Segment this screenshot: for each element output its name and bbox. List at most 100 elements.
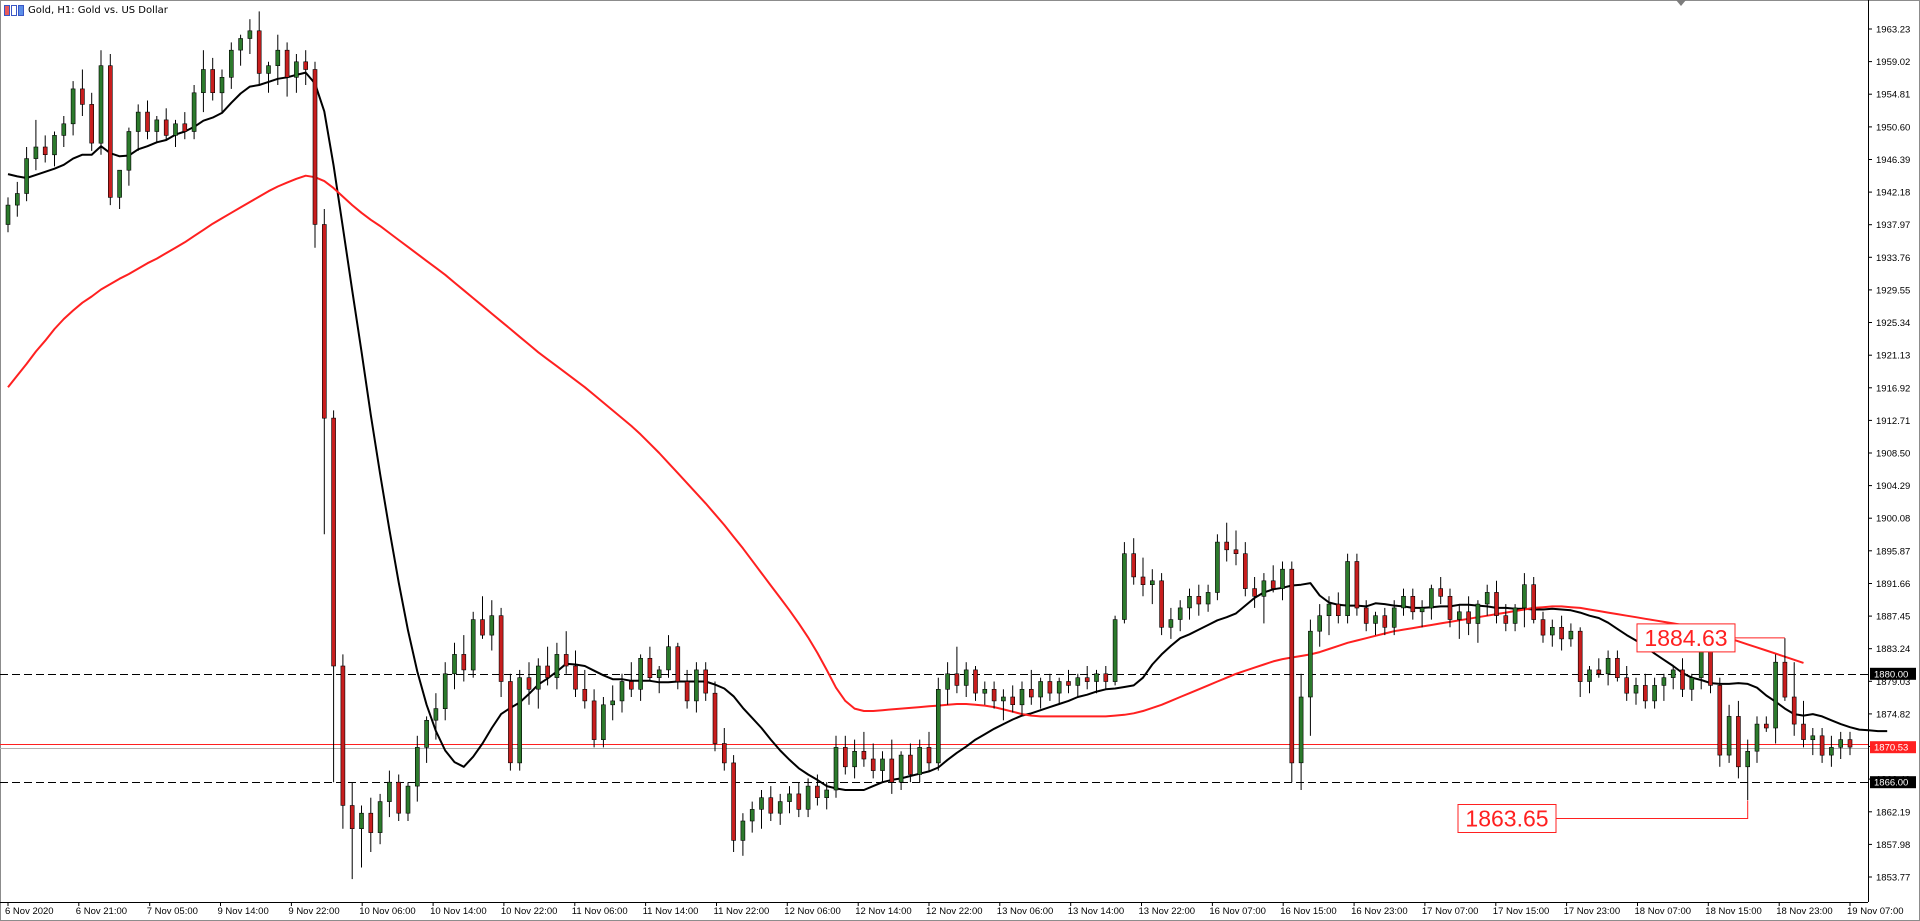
x-tick-label: 17 Nov 07:00 bbox=[1422, 906, 1479, 917]
candle bbox=[926, 731, 932, 771]
candle-body bbox=[1168, 619, 1174, 628]
candle-body bbox=[963, 669, 969, 686]
x-tick-label: 10 Nov 14:00 bbox=[430, 906, 487, 917]
candle bbox=[201, 50, 206, 113]
candle bbox=[694, 662, 699, 713]
candle-body bbox=[480, 619, 485, 636]
candle bbox=[498, 607, 504, 697]
candle-body bbox=[935, 688, 941, 764]
y-tick-label: 1908.50 bbox=[1876, 449, 1910, 460]
candle-body bbox=[1363, 607, 1369, 624]
x-tick-label: 16 Nov 07:00 bbox=[1209, 906, 1266, 917]
candle bbox=[1010, 685, 1016, 713]
candle bbox=[1540, 611, 1546, 643]
candle bbox=[1801, 700, 1806, 748]
candle bbox=[1094, 669, 1099, 694]
candle-body bbox=[1494, 592, 1499, 616]
candle-body bbox=[573, 665, 578, 690]
candle bbox=[982, 681, 988, 705]
candle-body bbox=[582, 688, 588, 702]
x-tick-label: 13 Nov 22:00 bbox=[1139, 906, 1196, 917]
x-tick-label: 18 Nov 23:00 bbox=[1776, 906, 1833, 917]
candle-body bbox=[1624, 677, 1629, 694]
candle-body bbox=[777, 801, 783, 814]
candle bbox=[70, 81, 76, 136]
candle bbox=[712, 681, 718, 752]
candle-body bbox=[5, 204, 11, 225]
candle bbox=[461, 635, 467, 682]
annotation-label-high: 1884.63 bbox=[1644, 625, 1727, 651]
candle-body bbox=[1075, 677, 1081, 686]
candle-body bbox=[303, 61, 309, 70]
candle bbox=[24, 147, 29, 202]
candle-body bbox=[1410, 595, 1416, 613]
candle-body bbox=[1801, 723, 1806, 740]
price-badge bbox=[1870, 741, 1916, 754]
candle bbox=[1736, 700, 1741, 779]
annotation-box[interactable] bbox=[1457, 804, 1557, 833]
candle-body bbox=[684, 681, 690, 702]
candle-body bbox=[201, 69, 206, 94]
candle-body bbox=[1159, 580, 1164, 628]
candle bbox=[1298, 673, 1304, 790]
candle-body bbox=[1550, 626, 1555, 636]
candle-body bbox=[1373, 615, 1378, 624]
candle bbox=[610, 685, 616, 721]
candle-body bbox=[15, 193, 20, 206]
candle-body bbox=[852, 750, 857, 768]
candle bbox=[1624, 666, 1629, 701]
candle-body bbox=[1522, 584, 1527, 609]
candle-body bbox=[1419, 607, 1425, 613]
candle bbox=[1457, 604, 1462, 639]
candle bbox=[1224, 522, 1229, 562]
candle-body bbox=[880, 758, 885, 771]
candle bbox=[908, 743, 913, 783]
candle bbox=[452, 642, 457, 690]
candle-body bbox=[284, 49, 290, 78]
annotation-box[interactable] bbox=[1636, 623, 1736, 653]
candle bbox=[563, 631, 569, 674]
candle-body bbox=[1661, 677, 1667, 686]
chart-title: Gold, H1: Gold vs. US Dollar bbox=[28, 4, 168, 16]
candle bbox=[787, 786, 792, 814]
price-badge bbox=[1870, 667, 1916, 680]
candle-body bbox=[1680, 669, 1685, 690]
candle bbox=[126, 127, 132, 186]
x-tick-label: 13 Nov 14:00 bbox=[1068, 906, 1125, 917]
candle bbox=[917, 739, 923, 783]
candle bbox=[759, 790, 764, 829]
candle-body bbox=[173, 123, 178, 136]
candle-body bbox=[1466, 611, 1471, 624]
candle bbox=[1587, 666, 1592, 694]
candle-body bbox=[1010, 696, 1016, 705]
candle-body bbox=[1652, 685, 1657, 702]
candle bbox=[1233, 530, 1239, 566]
candle-body bbox=[908, 754, 913, 775]
candle-body bbox=[349, 805, 355, 830]
candle-body bbox=[1150, 580, 1155, 585]
candle-body bbox=[498, 615, 504, 682]
candle-body bbox=[126, 131, 132, 171]
candle-body bbox=[861, 750, 867, 760]
candle bbox=[852, 739, 857, 779]
candle-body bbox=[1633, 685, 1639, 694]
price-annotations[interactable]: 1884.63 1863.65 bbox=[1457, 623, 1785, 833]
candle-body bbox=[452, 654, 457, 675]
candle bbox=[1391, 600, 1397, 636]
candle bbox=[721, 728, 727, 771]
candle-body bbox=[1354, 561, 1360, 609]
candle-body bbox=[1103, 673, 1109, 682]
shift-marker-icon[interactable] bbox=[1676, 0, 1686, 6]
candle-body bbox=[275, 49, 281, 67]
candle-body bbox=[740, 820, 746, 841]
candle bbox=[731, 755, 736, 852]
candle bbox=[359, 805, 364, 868]
slow-ma-line bbox=[7, 174, 1804, 718]
candle bbox=[582, 669, 588, 709]
candle-body bbox=[321, 224, 327, 419]
candle-body bbox=[229, 49, 234, 78]
candle-body bbox=[312, 69, 318, 225]
candle-body bbox=[1177, 607, 1183, 620]
annotation-connector bbox=[1556, 800, 1749, 819]
